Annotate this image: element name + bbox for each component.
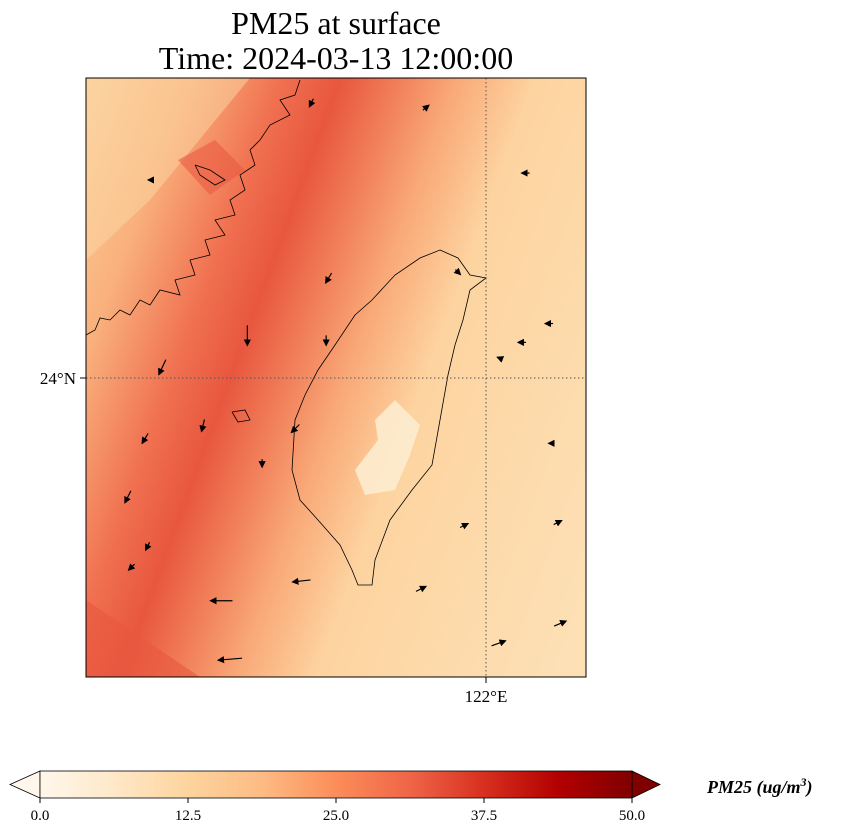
field-hotspot: [178, 140, 245, 195]
wind-arrow: [496, 356, 505, 363]
colorbar: 0.0 12.5 25.0 37.5 50.0: [9, 770, 661, 824]
wind-arrow: [291, 577, 311, 585]
field-high-southwest: [86, 600, 200, 677]
lon-tick-label: 122°E: [465, 687, 508, 706]
wind-arrow: [491, 639, 507, 647]
island-outline: [231, 409, 251, 423]
wind-arrow: [127, 563, 136, 571]
colorbar-tick-label: 37.5: [471, 808, 497, 824]
wind-arrow: [553, 620, 568, 627]
wind-arrow: [324, 272, 333, 285]
wind-arrow: [308, 98, 316, 108]
colorbar-title: PM25 (ug/m3): [707, 775, 813, 798]
colorbar-extend-max: [631, 770, 661, 799]
field-light-northwest: [86, 78, 250, 260]
colorbar-title-sup: 3: [800, 775, 807, 789]
wind-vectors: [124, 98, 568, 664]
wind-arrow: [145, 542, 152, 552]
wind-arrow: [415, 585, 428, 593]
wind-arrow: [158, 359, 167, 376]
wind-arrow: [124, 490, 132, 504]
chart-title-line2: Time: 2024-03-13 12:00:00: [158, 40, 514, 76]
wind-arrow: [553, 520, 563, 527]
chart-title-line1: PM25 at surface: [231, 5, 441, 41]
wind-arrow: [290, 424, 300, 434]
colorbar-title-text: PM25 (ug/m: [707, 777, 801, 797]
colorbar-bar: [39, 770, 633, 799]
wind-arrow: [421, 104, 430, 112]
wind-arrow: [216, 656, 243, 664]
mainland-coastline: [86, 79, 301, 336]
lat-tick-label: 24°N: [40, 369, 76, 388]
wind-arrow: [453, 267, 462, 276]
colorbar-tick-label: 12.5: [175, 808, 201, 824]
taiwan-coastline: [291, 249, 487, 586]
map-panel: [86, 78, 586, 677]
colorbar-title-close: ): [806, 777, 813, 797]
wind-arrow: [141, 433, 149, 445]
field-low-taiwan: [355, 400, 420, 495]
colorbar-extend-min: [9, 770, 41, 799]
wind-arrow: [459, 522, 470, 530]
wind-arrow: [199, 419, 207, 433]
colorbar-tick-label: 50.0: [619, 808, 645, 824]
colorbar-tick-label: 0.0: [31, 808, 50, 824]
island-outline: [194, 164, 226, 186]
colorbar-tick-label: 25.0: [323, 808, 349, 824]
